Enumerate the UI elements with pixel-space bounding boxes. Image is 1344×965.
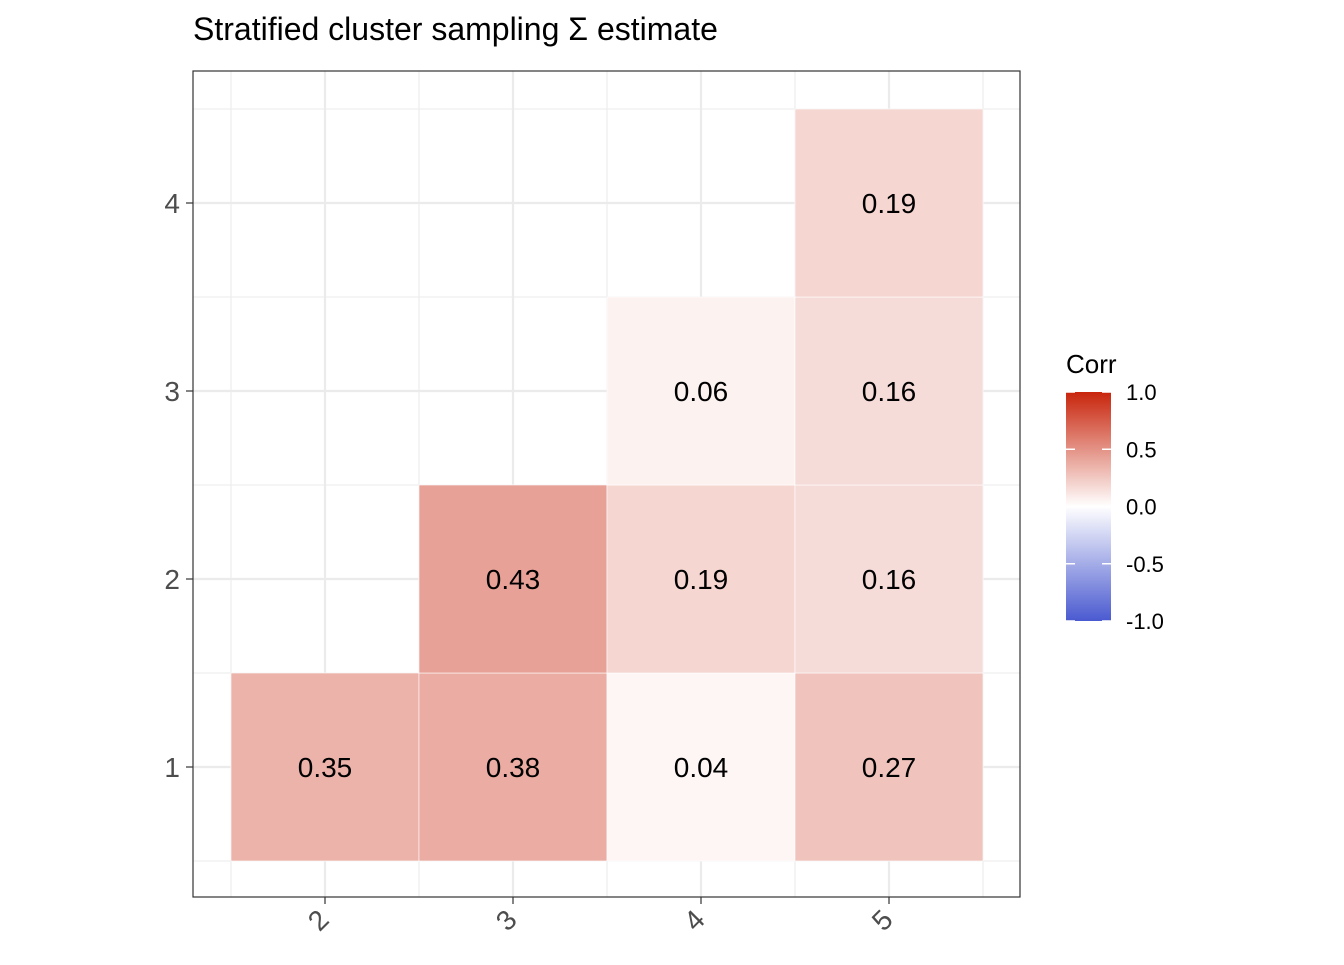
x-tick-label: 2 — [302, 904, 335, 937]
y-tick-label: 2 — [164, 564, 180, 595]
cell-value-label: 0.19 — [862, 188, 917, 219]
y-tick-label: 1 — [164, 752, 180, 783]
chart-title: Stratified cluster sampling Σ estimate — [193, 11, 718, 47]
legend-ticks: 1.0 0.5 0.0 -0.5 -1.0 — [1066, 380, 1164, 634]
plot-panel-border — [192, 70, 1021, 898]
cell-value-label: 0.43 — [486, 564, 541, 595]
heatmap-cell — [794, 108, 984, 298]
legend-tick-label: 0.0 — [1126, 495, 1157, 520]
color-legend: Corr 1.0 0.5 0.0 -0.5 -1.0 — [1066, 349, 1164, 634]
y-tick-label: 4 — [164, 188, 180, 219]
x-tick-label: 4 — [678, 904, 711, 937]
cell-value-label: 0.06 — [674, 376, 729, 407]
legend-tick-label: 0.5 — [1126, 437, 1157, 462]
cell-value-label: 0.35 — [298, 752, 353, 783]
heatmap-cell — [794, 296, 984, 486]
cell-value-label: 0.27 — [862, 752, 917, 783]
cell-value-label: 0.16 — [862, 564, 917, 595]
cell-value-label: 0.04 — [674, 752, 729, 783]
heatmap-cell — [794, 484, 984, 674]
heatmap-cell — [606, 484, 796, 674]
cell-value-label: 0.38 — [486, 752, 541, 783]
cell-labels: 0.35 0.38 0.04 0.27 0.43 0.19 0.16 0.06 0.16 0.19 — [298, 188, 917, 783]
y-axis: 1 2 3 4 — [164, 188, 193, 783]
x-axis: 2 3 4 5 — [302, 897, 899, 937]
cell-value-label: 0.16 — [862, 376, 917, 407]
legend-tick-label: 1.0 — [1126, 380, 1157, 405]
heatmap-cell — [606, 296, 796, 486]
heatmap-cell — [606, 672, 796, 862]
cell-value-label: 0.19 — [674, 564, 729, 595]
heatmap-cell — [418, 484, 608, 674]
heatmap-cell — [418, 672, 608, 862]
legend-title: Corr — [1066, 349, 1117, 379]
x-tick-label: 5 — [866, 904, 899, 937]
legend-tick-label: -1.0 — [1126, 609, 1164, 634]
y-tick-label: 3 — [164, 376, 180, 407]
x-tick-label: 3 — [490, 904, 523, 937]
heatmap-cells — [230, 108, 984, 862]
legend-tick-label: -0.5 — [1126, 552, 1164, 577]
